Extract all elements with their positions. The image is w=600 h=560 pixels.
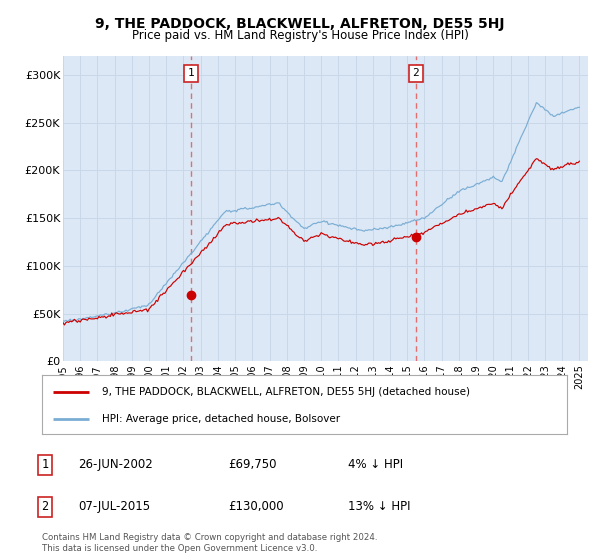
Text: 2: 2 <box>41 500 49 514</box>
Text: 07-JUL-2015: 07-JUL-2015 <box>78 500 150 514</box>
Text: £130,000: £130,000 <box>228 500 284 514</box>
Text: Price paid vs. HM Land Registry's House Price Index (HPI): Price paid vs. HM Land Registry's House … <box>131 29 469 42</box>
Text: Contains HM Land Registry data © Crown copyright and database right 2024.
This d: Contains HM Land Registry data © Crown c… <box>42 533 377 553</box>
Text: 13% ↓ HPI: 13% ↓ HPI <box>348 500 410 514</box>
Text: HPI: Average price, detached house, Bolsover: HPI: Average price, detached house, Bols… <box>103 414 341 424</box>
Text: 9, THE PADDOCK, BLACKWELL, ALFRETON, DE55 5HJ: 9, THE PADDOCK, BLACKWELL, ALFRETON, DE5… <box>95 17 505 31</box>
Text: 1: 1 <box>187 68 194 78</box>
Text: 4% ↓ HPI: 4% ↓ HPI <box>348 458 403 472</box>
Text: 1: 1 <box>41 458 49 472</box>
Text: 26-JUN-2002: 26-JUN-2002 <box>78 458 153 472</box>
Text: 2: 2 <box>412 68 419 78</box>
Text: £69,750: £69,750 <box>228 458 277 472</box>
Text: 9, THE PADDOCK, BLACKWELL, ALFRETON, DE55 5HJ (detached house): 9, THE PADDOCK, BLACKWELL, ALFRETON, DE5… <box>103 386 470 396</box>
